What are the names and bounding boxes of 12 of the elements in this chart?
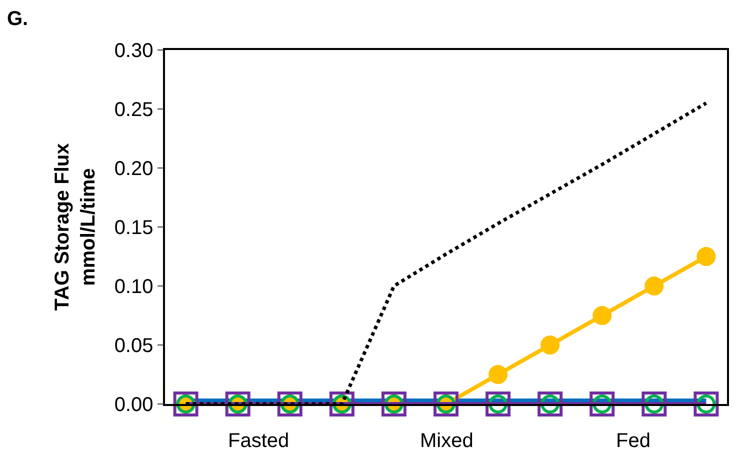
text: Fasted: [228, 430, 290, 452]
y-tick-label: 0.05: [114, 335, 154, 357]
y-tick-label: 0.30: [114, 40, 154, 62]
y-tick-label: 0.25: [114, 99, 154, 121]
chart-title: G.: [7, 8, 28, 30]
text: Fed: [616, 430, 650, 452]
y-tick-label: 0.15: [114, 217, 154, 239]
y-axis-title: TAG Storage Flux mmol/L/time: [51, 143, 100, 311]
text: Mixed: [420, 430, 474, 452]
y-tick-label: 0.10: [114, 276, 154, 298]
y-tick-label: 0.00: [114, 394, 154, 416]
y-tick-label: 0.20: [114, 158, 154, 180]
